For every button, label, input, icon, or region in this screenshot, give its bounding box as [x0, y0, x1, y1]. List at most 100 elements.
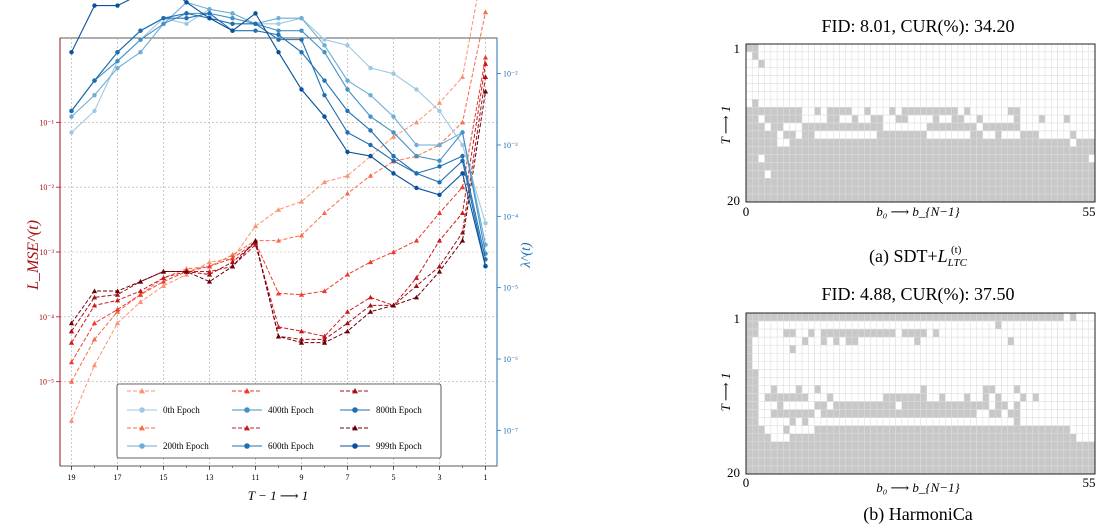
heatmap-cell — [1088, 353, 1096, 362]
heatmap-cell — [957, 75, 965, 84]
series-point — [436, 263, 443, 269]
heatmap-cell — [938, 344, 946, 354]
heatmap-cell — [1007, 122, 1015, 132]
heatmap-cell — [857, 83, 865, 92]
heatmap-cell — [914, 99, 921, 108]
heatmap-cell — [907, 51, 915, 61]
heatmap-cell — [926, 114, 934, 124]
series-point — [321, 210, 328, 216]
heatmap-cell — [1044, 425, 1052, 435]
series-blue-5 — [69, 0, 488, 269]
series-point — [184, 11, 189, 16]
heatmap-cell — [982, 138, 990, 147]
heatmap-cell — [1051, 122, 1058, 132]
heatmap-cell — [776, 162, 784, 171]
series-point — [436, 268, 443, 274]
heatmap-cell — [1076, 154, 1083, 163]
heatmap-cell — [1044, 185, 1052, 195]
heatmap-cell — [1019, 138, 1027, 147]
heatmap-cell — [988, 170, 996, 179]
heatmap-cell — [857, 312, 865, 322]
heatmap-cell — [857, 457, 865, 467]
heatmap-cell — [839, 154, 846, 163]
heatmap-cell — [751, 114, 759, 124]
series-point — [321, 333, 328, 339]
heatmap-cell — [764, 385, 772, 394]
heatmap-cell — [907, 344, 915, 354]
heatmap-cell — [801, 122, 809, 132]
heatmap-cell — [764, 417, 772, 426]
heatmap-cell — [1019, 336, 1027, 346]
heatmap-cell — [914, 344, 921, 354]
heatmap-cell — [1051, 106, 1058, 116]
heatmap-cell — [951, 433, 959, 443]
series-point — [322, 37, 327, 42]
heatmap-cell — [1063, 465, 1071, 475]
heatmap-cell — [770, 91, 778, 100]
heatmap-cell — [1001, 377, 1009, 386]
heatmap-cell — [814, 361, 822, 370]
heatmap-cell — [945, 409, 952, 418]
heatmap-cell — [814, 91, 822, 100]
heatmap-cell — [745, 51, 753, 61]
heatmap-cell — [895, 67, 903, 76]
heatmap-cell — [751, 193, 759, 203]
heatmap-cell — [839, 433, 846, 443]
heatmap-cell — [801, 417, 809, 426]
heatmap-cell — [776, 185, 784, 195]
heatmap-cell — [857, 361, 865, 370]
series-point — [345, 149, 350, 155]
heatmap-cell — [1032, 377, 1040, 386]
series-point — [275, 290, 282, 296]
heatmap-cell — [764, 91, 772, 100]
heatmap-cell — [1082, 465, 1090, 475]
heatmap-cell — [970, 162, 977, 171]
heatmap-cell — [808, 130, 815, 140]
heatmap-cell — [745, 312, 753, 322]
heatmap-cell — [826, 67, 834, 76]
heatmap-cell — [995, 465, 1002, 475]
heatmap-cell — [1019, 441, 1027, 451]
x-axis-ticks: 19 17 15 13 11 9 7 5 3 1 — [68, 466, 488, 482]
heatmap-cell — [970, 122, 977, 132]
heatmap-cell — [751, 377, 759, 386]
heatmap-cell — [1088, 369, 1096, 378]
heatmap-cell — [945, 193, 952, 203]
heatmap-cell — [826, 83, 834, 92]
heatmap-cell — [1088, 178, 1096, 187]
heatmap-cell — [995, 328, 1002, 338]
heatmap-cell — [826, 417, 834, 426]
heatmap-cell — [1069, 336, 1077, 346]
y-left-tick-label: 10⁻⁵ — [39, 378, 54, 387]
heatmap-cell — [882, 401, 890, 410]
heatmap-cell — [820, 154, 828, 163]
heatmap-cell — [845, 185, 853, 195]
heatmap-cell — [1076, 401, 1083, 410]
heatmap-cell — [976, 75, 984, 84]
series-group — [68, 0, 489, 423]
heatmap-cell — [833, 336, 840, 346]
heatmap-cell — [1019, 320, 1027, 330]
heatmap-cell — [932, 178, 940, 187]
legend-red-marker — [139, 388, 145, 394]
heatmap-a-caption: (a) SDT+LLTC(t) — [869, 244, 968, 269]
heatmap-cell — [1019, 409, 1027, 418]
heatmap-cell — [901, 336, 909, 346]
heatmap-cell — [963, 385, 971, 394]
heatmap-cell — [1019, 130, 1027, 140]
heatmap-cell — [951, 353, 959, 362]
heatmap-cell — [851, 91, 859, 100]
heatmap-cell — [951, 154, 959, 163]
heatmap-cell — [820, 361, 828, 370]
series-point — [137, 288, 144, 294]
heatmap-cell — [963, 377, 971, 386]
series-point — [229, 259, 236, 265]
heatmap-cell — [1069, 162, 1077, 171]
heatmap-a-caption-sub: LTC — [947, 257, 968, 269]
heatmap-cell — [814, 449, 822, 459]
heatmap-cell — [758, 106, 765, 116]
heatmap-cell — [957, 328, 965, 338]
legend-label: 0th Epoch — [163, 405, 200, 415]
heatmap-cell — [1013, 130, 1021, 140]
series-point — [344, 173, 351, 178]
